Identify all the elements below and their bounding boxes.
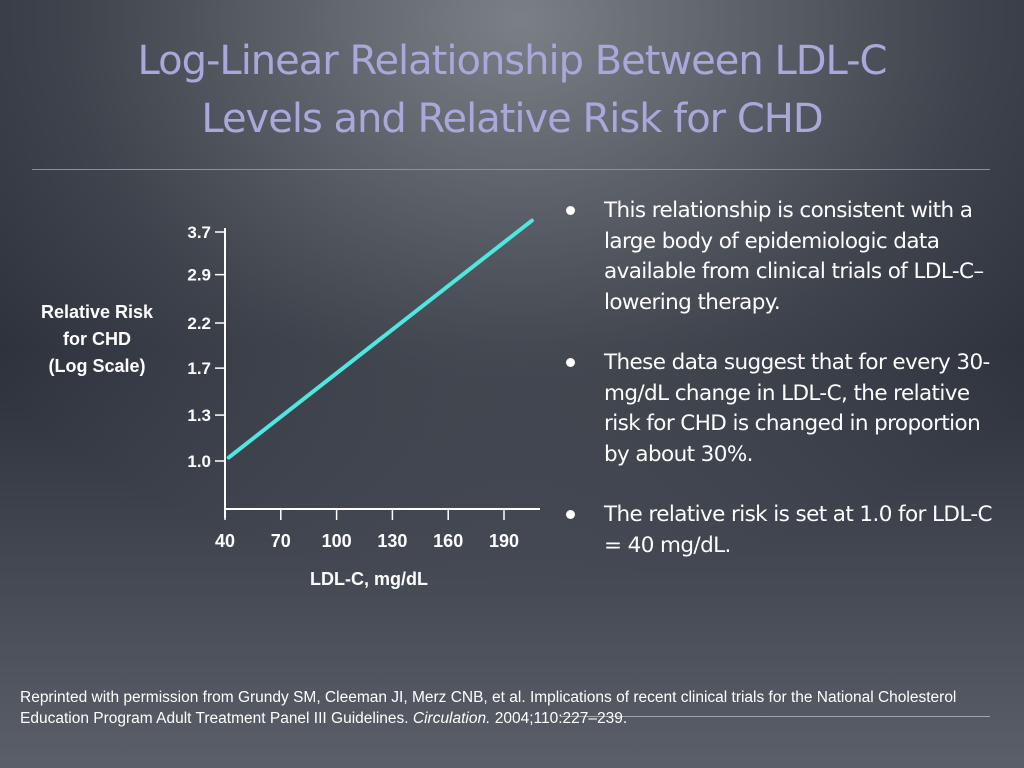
- bullet-text: The relative risk is set at 1.0 for LDL-…: [604, 502, 993, 558]
- title-line-2: Levels and Relative Risk for CHD: [201, 96, 823, 142]
- bullet-text: These data suggest that for every 30-mg/…: [604, 350, 990, 467]
- bullet-dot-icon: [566, 206, 575, 215]
- series-line: [226, 218, 534, 460]
- y-tick-label: 3.7: [187, 223, 211, 242]
- bullet-item: These data suggest that for every 30-mg/…: [562, 348, 992, 470]
- footer-divider: [560, 716, 990, 717]
- citation-volume: 2004;110:227–239.: [490, 710, 628, 727]
- series-group: [226, 218, 534, 460]
- citation: Reprinted with permission from Grundy SM…: [20, 687, 980, 729]
- citation-journal: Circulation.: [412, 710, 491, 727]
- y-tick-label: 2.2: [187, 314, 211, 333]
- bullet-text: This relationship is consistent with a l…: [604, 198, 984, 315]
- title-divider: [32, 169, 990, 170]
- bullet-item: This relationship is consistent with a l…: [562, 196, 992, 318]
- x-tick-label: 40: [215, 531, 235, 551]
- y-tick-label: 1.3: [187, 406, 211, 425]
- y-tick-label: 1.7: [187, 359, 211, 378]
- y-axis-label: Relative Risk for CHD (Log Scale): [41, 302, 154, 376]
- bullet-dot-icon: [566, 358, 575, 367]
- y-axis-label-line: for CHD: [63, 329, 131, 349]
- x-axis-label: LDL-C, mg/dL: [310, 569, 428, 589]
- y-ticks: 1.0 1.3 1.7 2.2 2.9 3.7: [187, 223, 225, 471]
- x-tick-label: 190: [489, 531, 519, 551]
- y-axis-label-line: (Log Scale): [48, 356, 145, 376]
- bullet-list: This relationship is consistent with a l…: [562, 196, 993, 591]
- citation-text: Reprinted with permission from Grundy SM…: [20, 689, 957, 727]
- x-tick-label: 160: [433, 531, 463, 551]
- slide-title: Log-Linear Relationship Between LDL-C Le…: [40, 32, 984, 148]
- bullet-dot-icon: [566, 510, 575, 519]
- y-tick-label: 1.0: [187, 452, 211, 471]
- bullet-item: The relative risk is set at 1.0 for LDL-…: [562, 500, 993, 561]
- y-tick-label: 2.9: [187, 266, 211, 285]
- x-tick-label: 100: [322, 531, 352, 551]
- y-axis-label-line: Relative Risk: [41, 302, 154, 322]
- x-tick-label: 130: [377, 531, 407, 551]
- title-line-1: Log-Linear Relationship Between LDL-C: [137, 38, 888, 84]
- x-ticks: 40 70 100 130 160 190: [215, 509, 519, 551]
- x-tick-label: 70: [271, 531, 291, 551]
